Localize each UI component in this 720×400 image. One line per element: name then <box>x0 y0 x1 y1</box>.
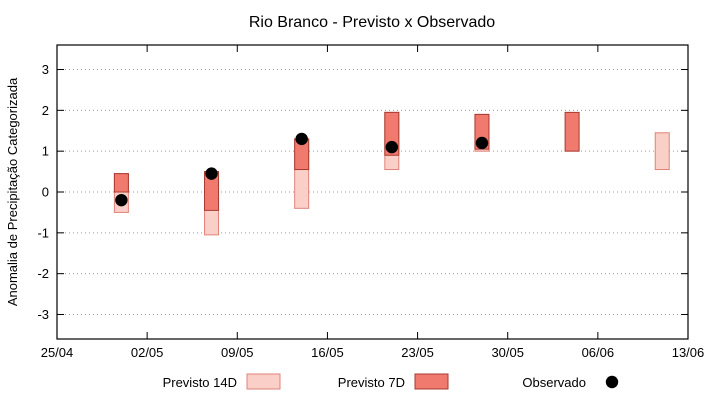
y-tick-label: -1 <box>37 225 49 240</box>
legend-label: Observado <box>522 375 586 390</box>
y-tick-label: 0 <box>42 185 49 200</box>
observado-point <box>115 193 128 207</box>
x-tick-label: 25/04 <box>41 345 74 360</box>
legend-dot-observado <box>605 375 619 389</box>
x-tick-label: 06/06 <box>582 345 615 360</box>
x-tick-label: 13/06 <box>672 345 705 360</box>
x-tick-label: 09/05 <box>221 345 254 360</box>
y-axis-label: Anomalia de Precipitação Categorizada <box>5 77 20 306</box>
x-tick-label: 02/05 <box>131 345 164 360</box>
previsto-7d-bar <box>564 111 580 152</box>
x-tick-label: 30/05 <box>491 345 524 360</box>
previsto-14d-bar <box>654 132 670 171</box>
chart-title: Rio Branco - Previsto x Observado <box>249 14 495 31</box>
x-tick-label: 23/05 <box>401 345 434 360</box>
point-layer <box>115 132 489 207</box>
observado-point <box>205 167 218 180</box>
observado-point <box>475 136 489 150</box>
x-tick-label: 16/05 <box>311 345 344 360</box>
previsto-7d-bar <box>113 173 129 193</box>
y-tick-label: 1 <box>42 144 49 159</box>
bar-layer <box>113 111 670 236</box>
legend-label: Previsto 7D <box>338 375 405 390</box>
legend-swatch-previsto-14d <box>246 373 281 390</box>
legend: Previsto 14D Previsto 7D Observado <box>163 373 619 390</box>
y-tick-label: -3 <box>37 307 49 322</box>
observado-point <box>295 132 308 146</box>
legend-swatch-previsto-7d <box>414 373 449 390</box>
observado-point <box>385 140 399 154</box>
plot-border <box>56 44 689 340</box>
axis-layer: -3 -2 -1 0 1 2 3 25/04 02/05 09/05 16/05 23/05 30/05… <box>37 44 705 360</box>
legend-label: Previsto 14D <box>163 375 237 390</box>
y-tick-label: 3 <box>42 62 49 77</box>
grid-layer <box>57 69 688 315</box>
y-tick-label: 2 <box>42 103 49 118</box>
y-tick-label: -2 <box>37 266 49 281</box>
